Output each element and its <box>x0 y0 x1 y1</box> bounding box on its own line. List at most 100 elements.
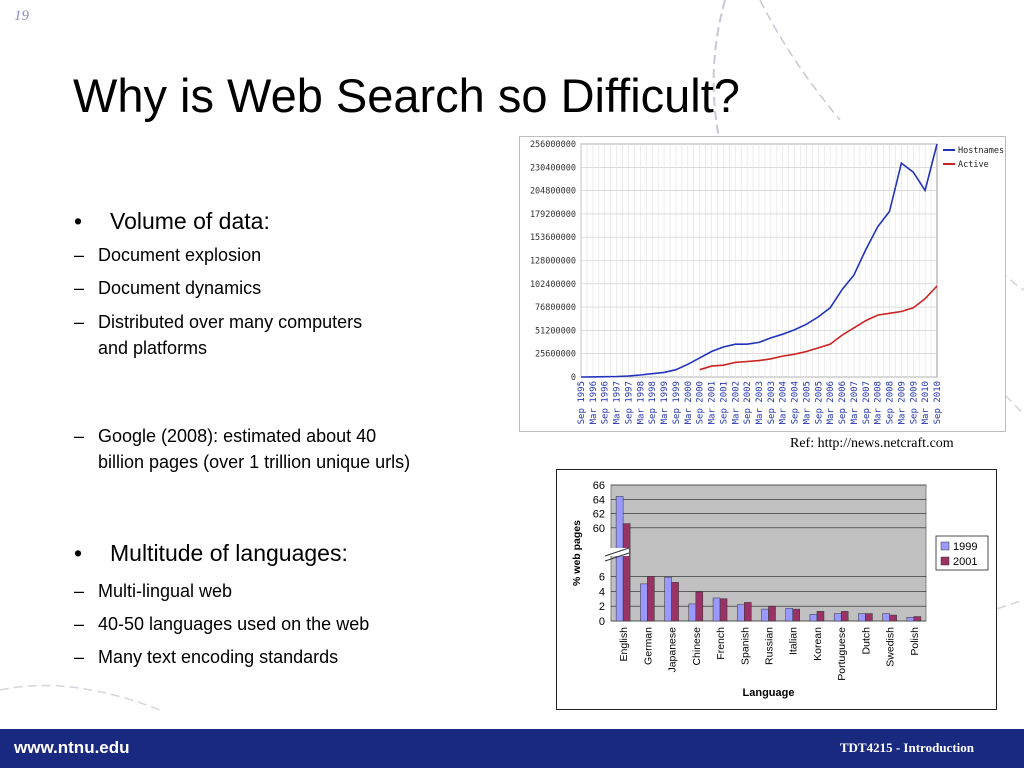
bar-2001 <box>622 523 631 622</box>
x-tick-label: Mar 1999 <box>660 381 670 424</box>
x-tick-label: Chinese <box>691 627 703 666</box>
x-tick-label: Mar 2008 <box>874 381 884 424</box>
x-tick-label: Sep 1999 <box>672 381 682 424</box>
bar-1999 <box>833 613 842 622</box>
sub-bullet-text: Google (2008): estimated about 40 billio… <box>98 426 411 472</box>
sub-bullet-text: Multi-lingual web <box>98 581 233 601</box>
bar-1999 <box>688 603 697 622</box>
y-tick-label: 0 <box>571 373 576 383</box>
x-tick-label: Mar 2010 <box>921 381 931 424</box>
x-tick-label: Mar 2003 <box>755 381 765 424</box>
x-tick-label: Mar 2007 <box>850 381 860 424</box>
bar-2001 <box>792 608 800 622</box>
y-tick-label: 0 <box>599 616 605 628</box>
y-tick-label: 25600000 <box>535 350 576 360</box>
legend-label: 2001 <box>953 556 977 568</box>
x-tick-label: Sep 2006 <box>838 381 848 424</box>
x-tick-label: Sep 1998 <box>648 381 658 424</box>
x-tick-label: Mar 1998 <box>636 381 646 424</box>
footer-course: TDT4215 - Introduction <box>839 740 974 755</box>
x-tick-label: Sep 2009 <box>909 381 919 424</box>
bar-2001 <box>865 613 873 622</box>
bar-2001 <box>913 616 922 622</box>
x-tick-label: Russian <box>764 627 776 665</box>
bar-2001 <box>744 602 752 622</box>
sub-bullet-text: Distributed over many computers and plat… <box>98 312 363 358</box>
sub-bullet-text: Document explosion <box>98 245 262 265</box>
sub-bullet-text: Many text encoding standards <box>98 647 339 667</box>
x-tick-label: Sep 2004 <box>791 381 801 424</box>
x-tick-label: Sep 2002 <box>743 381 753 424</box>
bar-2001 <box>840 611 849 622</box>
x-tick-label: Sep 2001 <box>719 381 729 424</box>
bar-2001 <box>889 614 897 622</box>
y-tick-label: 62 <box>593 509 605 521</box>
legend-label: 1999 <box>953 541 977 553</box>
bar-2001 <box>647 576 655 622</box>
sub-bullet-text: 40-50 languages used on the web <box>98 614 370 634</box>
bar-2001 <box>695 591 704 622</box>
legend-swatch <box>940 541 950 551</box>
bar-1999 <box>761 608 769 622</box>
x-tick-label: Sep 2003 <box>767 381 777 424</box>
slide-title: Why is Web Search so Difficult? <box>73 69 740 122</box>
y-tick-label: 51200000 <box>535 326 576 336</box>
bar-1999 <box>882 613 890 622</box>
bar-1999 <box>785 608 793 622</box>
bar-2001 <box>671 582 679 622</box>
hostnames-line-chart: 0 25600000 51200000 76800000 102400000 128000… <box>519 136 1006 432</box>
languages-bar-chart: 0 2 4 6 60 62 64 66 % web pages English German Japa… <box>556 469 997 710</box>
series-line-active <box>699 285 938 371</box>
y-tick-label: 128000000 <box>530 257 576 267</box>
x-tick-label: Sep 2010 <box>933 381 943 424</box>
legend-label: Active <box>958 160 989 170</box>
y-axis-label: % web pages <box>571 520 583 586</box>
y-tick-label: 64 <box>593 494 605 506</box>
x-tick-label: Swedish <box>885 627 897 667</box>
x-tick-label: English <box>618 627 630 662</box>
y-tick-label: 256000000 <box>530 140 576 150</box>
x-tick-label: Portuguese <box>836 627 848 681</box>
bullet-text: Multitude of languages: <box>110 540 348 566</box>
axis-break-line <box>604 547 630 557</box>
x-tick-label: Mar 2005 <box>802 381 812 424</box>
x-tick-label: Mar 2002 <box>731 381 741 424</box>
bar-1999 <box>906 617 915 622</box>
x-tick-label: Dutch <box>860 627 872 655</box>
x-tick-label: Sep 1995 <box>577 381 587 424</box>
bar-2001 <box>768 605 776 622</box>
x-tick-label: Sep 2005 <box>814 381 824 424</box>
y-tick-label: 102400000 <box>530 280 576 290</box>
x-tick-label: Polish <box>909 627 921 656</box>
bar-1999 <box>809 614 818 622</box>
y-tick-label: 4 <box>599 586 605 598</box>
x-tick-label: Mar 2006 <box>826 381 836 424</box>
legend-label: Hostnames <box>958 146 1004 156</box>
footer-bar: www.ntnu.edu TDT4215 - Introduction <box>0 729 1024 768</box>
legend-swatch <box>940 556 950 566</box>
x-tick-label: Mar 2004 <box>779 381 789 424</box>
bar-1999 <box>858 613 866 622</box>
plot-area <box>610 484 927 622</box>
series-line-hostnames <box>580 143 938 378</box>
reference-note: Ref: http://news.netcraft.com <box>790 436 954 451</box>
y-tick-label: 66 <box>593 480 605 492</box>
x-tick-label: Sep 1997 <box>624 381 634 424</box>
x-tick-label: Mar 1997 <box>613 381 623 424</box>
x-tick-label: Mar 2000 <box>684 381 694 424</box>
x-tick-label: Sep 2007 <box>862 381 872 424</box>
x-tick-label: Sep 1996 <box>601 381 611 424</box>
bar-1999 <box>712 597 721 622</box>
slide-number: 19 <box>14 8 29 24</box>
y-tick-label: 204800000 <box>530 187 576 197</box>
x-tick-label: Mar 1996 <box>589 381 599 424</box>
bar-2001 <box>719 598 728 622</box>
x-tick-label: Mar 2009 <box>897 381 907 424</box>
x-tick-label: Japanese <box>667 627 679 673</box>
x-tick-label: German <box>642 627 654 665</box>
y-tick-label: 6 <box>599 571 605 583</box>
x-tick-label: Spanish <box>739 627 751 665</box>
y-tick-label: 2 <box>599 601 605 613</box>
x-tick-label: Sep 2000 <box>696 381 706 424</box>
x-tick-label: Korean <box>812 627 824 661</box>
